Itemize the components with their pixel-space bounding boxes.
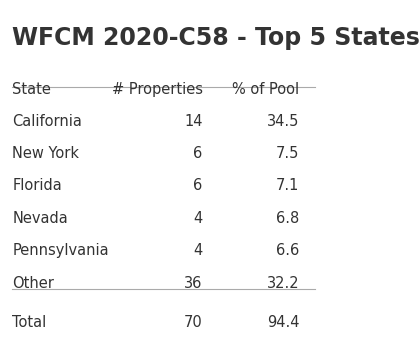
Text: 70: 70 (184, 315, 202, 330)
Text: 6: 6 (193, 178, 202, 193)
Text: State: State (13, 82, 51, 97)
Text: 36: 36 (184, 276, 202, 290)
Text: 94.4: 94.4 (267, 315, 299, 330)
Text: New York: New York (13, 146, 79, 161)
Text: # Properties: # Properties (112, 82, 202, 97)
Text: Pennsylvania: Pennsylvania (13, 243, 109, 258)
Text: 6.8: 6.8 (276, 211, 299, 226)
Text: % of Pool: % of Pool (232, 82, 299, 97)
Text: 14: 14 (184, 114, 202, 129)
Text: 34.5: 34.5 (267, 114, 299, 129)
Text: Total: Total (13, 315, 47, 330)
Text: 6: 6 (193, 146, 202, 161)
Text: 7.1: 7.1 (276, 178, 299, 193)
Text: 6.6: 6.6 (276, 243, 299, 258)
Text: Florida: Florida (13, 178, 62, 193)
Text: Other: Other (13, 276, 54, 290)
Text: 4: 4 (193, 243, 202, 258)
Text: California: California (13, 114, 82, 129)
Text: 32.2: 32.2 (267, 276, 299, 290)
Text: Nevada: Nevada (13, 211, 68, 226)
Text: WFCM 2020-C58 - Top 5 States: WFCM 2020-C58 - Top 5 States (13, 26, 420, 50)
Text: 7.5: 7.5 (276, 146, 299, 161)
Text: 4: 4 (193, 211, 202, 226)
